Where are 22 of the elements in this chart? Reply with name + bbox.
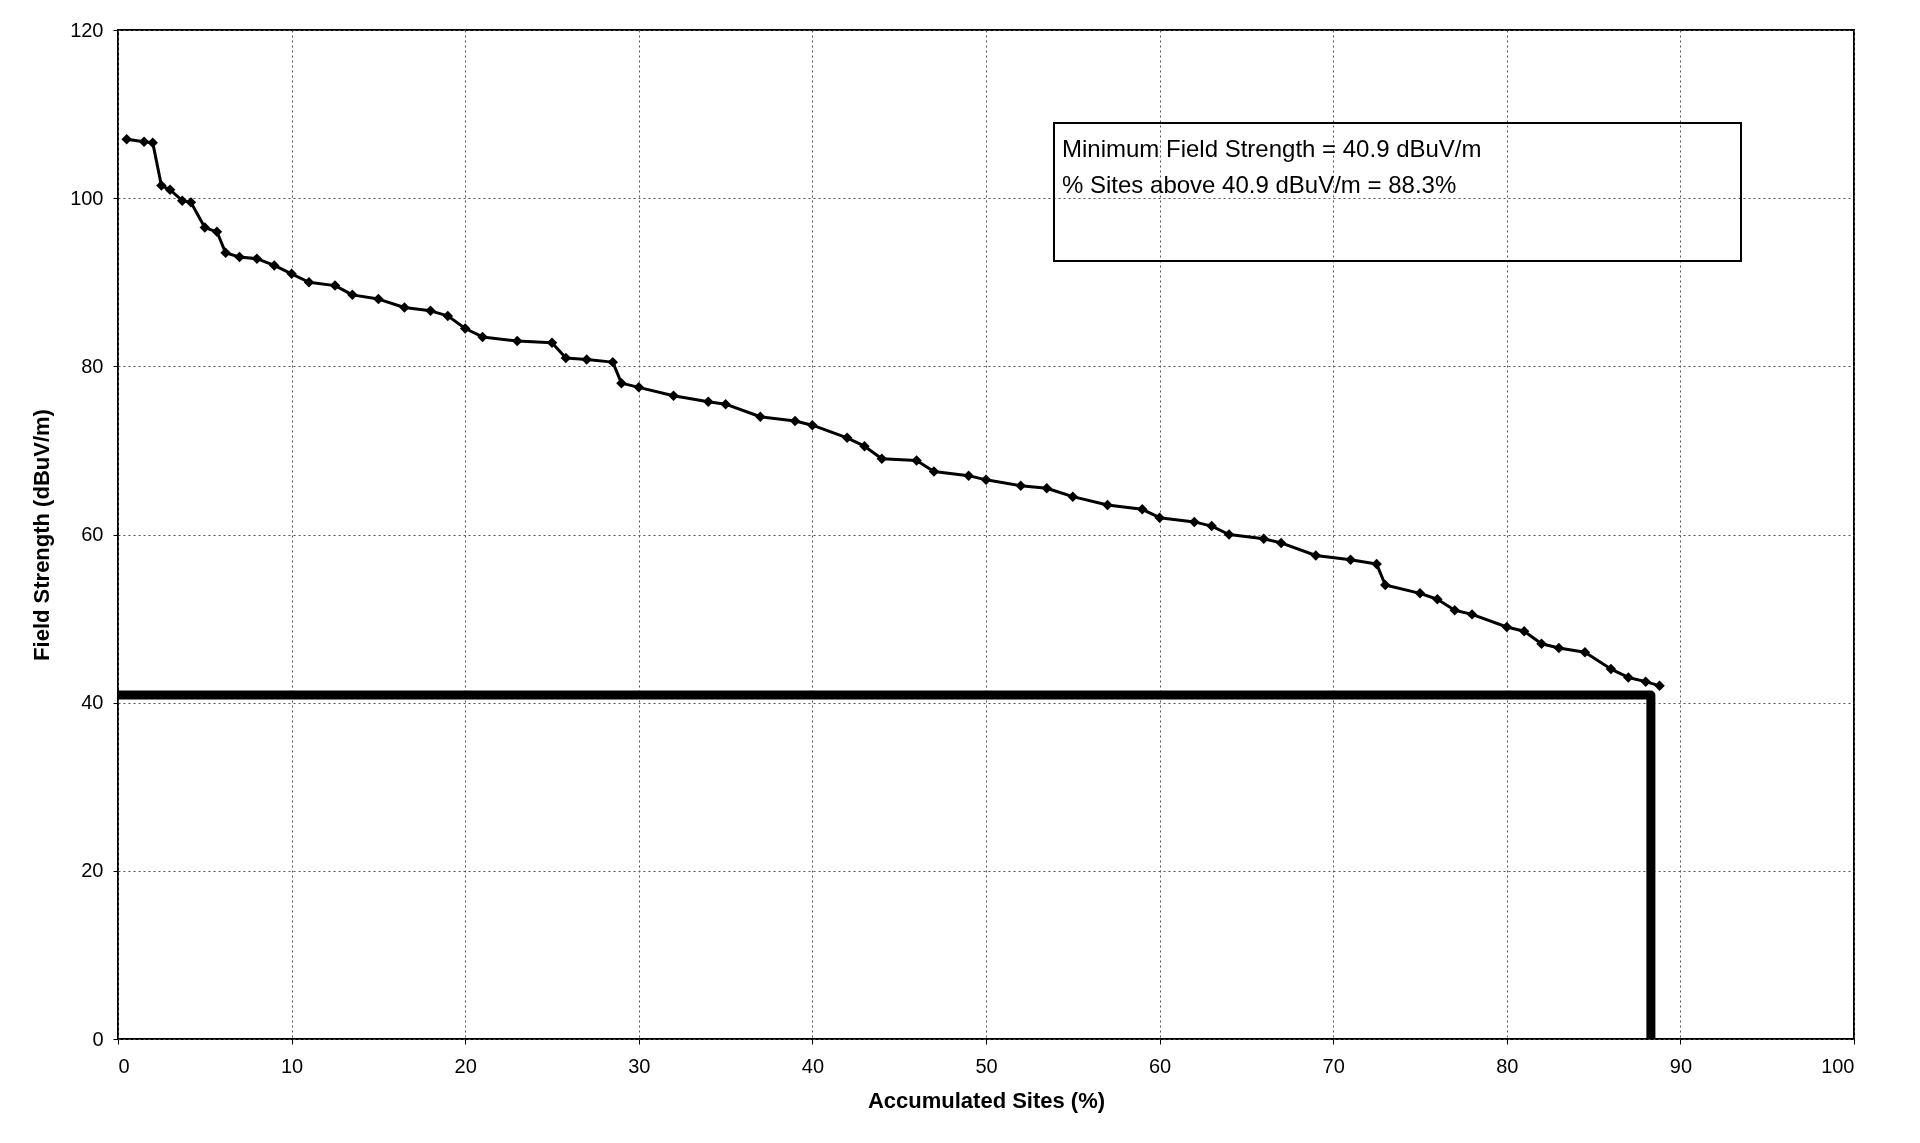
x-tick-label: 10 (280, 1054, 304, 1077)
x-tick-label: 100 (1821, 1054, 1855, 1077)
x-tick-label: 20 (454, 1054, 477, 1077)
x-axis-title: Accumulated Sites (%) (867, 1087, 1106, 1113)
y-tick-label: 60 (81, 523, 104, 545)
y-tick-label: 40 (81, 691, 104, 714)
x-tick-label: 80 (1496, 1054, 1519, 1077)
y-tick-label: 100 (70, 186, 104, 209)
x-tick-label: 90 (1669, 1054, 1693, 1077)
y-axis-title: Field Strength (dBuV/m) (29, 409, 55, 661)
y-tick-label: 0 (92, 1027, 104, 1050)
y-tick-label: 120 (70, 18, 104, 41)
x-tick-label: 30 (628, 1054, 651, 1077)
x-tick-label: 50 (975, 1054, 998, 1077)
y-tick-label: 80 (81, 354, 104, 377)
x-tick-label: 70 (1322, 1054, 1345, 1077)
x-tick-label: 0 (118, 1054, 130, 1077)
y-tick-label: 20 (81, 859, 104, 882)
x-tick-label: 40 (801, 1054, 825, 1077)
x-tick-label: 60 (1148, 1054, 1172, 1077)
annotation: % Sites above 40.9 dBuV/m = 88.3% (1062, 171, 1457, 198)
annotation: Minimum Field Strength = 40.9 dBuV/m (1062, 135, 1482, 162)
